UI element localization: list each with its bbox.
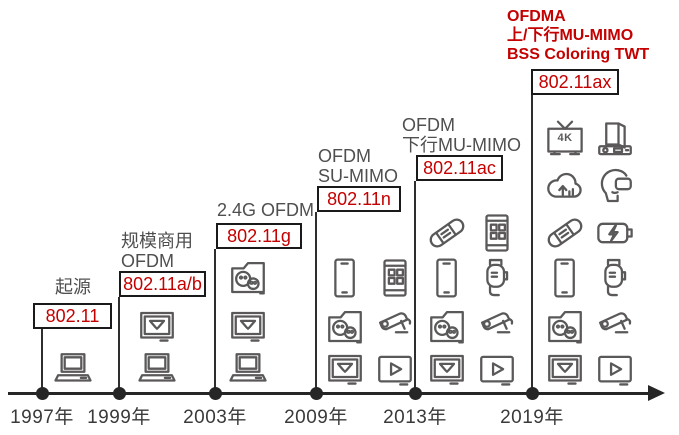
timeline-axis [8, 392, 654, 395]
video-player-icon [594, 349, 636, 391]
year-label: 2013年 [383, 407, 447, 428]
year-label: 2019年 [500, 407, 564, 428]
timeline-dot [208, 386, 222, 400]
standard-badge: 802.11ax [531, 69, 619, 95]
caption-line: OFDM [318, 146, 371, 166]
milestone-caption: OFDM SU-MIMO [318, 146, 398, 186]
milestone-caption: 起源 [55, 277, 91, 297]
standard-badge: 802.11n [317, 186, 401, 212]
timeline-dot [309, 386, 323, 400]
timeline-connector [531, 95, 533, 392]
milestone-caption: 规模商用 OFDM [121, 231, 193, 271]
timeline-connector [41, 329, 43, 392]
caption-line: OFDM [402, 115, 455, 135]
cloud-upload-icon [544, 166, 586, 208]
standard-badge: 802.11ac [416, 155, 503, 181]
smart-band-icon [544, 212, 586, 254]
caption-line: 规模商用 [121, 231, 193, 251]
desktop-pc-icon [594, 120, 636, 162]
milestone-caption: 2.4G OFDM [217, 200, 314, 220]
tv-4k-icon: 4K [544, 120, 586, 162]
standard-badge: 802.11a/b [119, 271, 206, 297]
year-label: 2009年 [284, 407, 348, 428]
timeline-dot [35, 386, 49, 400]
caption-line: OFDM [121, 251, 174, 271]
timeline-dot [525, 386, 539, 400]
year-label: 1999年 [87, 407, 151, 428]
standard-badge: 802.11g [216, 223, 302, 249]
folder-chat-icon [544, 306, 586, 348]
battery-charging-icon [594, 212, 636, 254]
vr-headset-icon [594, 166, 636, 208]
standard-badge: 802.11 [33, 303, 112, 329]
timeline-connector [118, 297, 120, 392]
timeline-connector [214, 249, 216, 392]
caption-line: BSS Coloring TWT [507, 46, 650, 63]
timeline-connector [315, 212, 317, 392]
year-label: 2003年 [183, 407, 247, 428]
caption-line: 起源 [55, 277, 91, 297]
caption-line: 2.4G OFDM [217, 200, 315, 220]
timeline-dot [408, 386, 422, 400]
caption-line: 上/下行MU-MIMO [507, 27, 634, 44]
tv-4k-label: 4K [557, 132, 573, 144]
smartwatch-icon [594, 257, 636, 299]
timeline-connector [414, 181, 416, 392]
milestone-caption: OFDM 下行MU-MIMO [402, 115, 521, 155]
milestone-caption: OFDMA 上/下行MU-MIMO BSS Coloring TWT [507, 7, 649, 64]
caption-line: 下行MU-MIMO [402, 135, 521, 155]
caption-line: OFDMA [507, 8, 566, 25]
security-camera-icon [594, 306, 636, 348]
year-label: 1997年 [10, 407, 74, 428]
monitor-mail-icon [544, 349, 586, 391]
smartphone-icon [544, 257, 586, 299]
timeline-dot [112, 386, 126, 400]
caption-line: SU-MIMO [318, 166, 398, 186]
timeline-arrow-icon [648, 385, 665, 401]
